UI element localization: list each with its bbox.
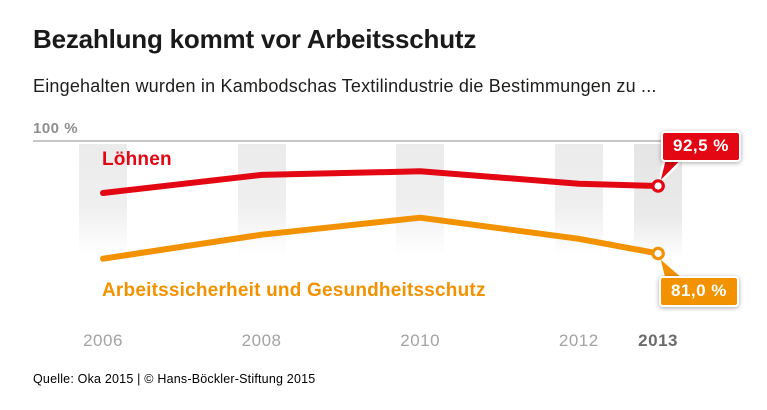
- x-tick-2013: 2013: [638, 331, 678, 350]
- page-title: Bezahlung kommt vor Arbeitsschutz: [33, 24, 477, 54]
- y-axis-max-label: 100 %: [33, 120, 79, 137]
- x-tick-2006: 2006: [83, 331, 123, 350]
- series-label-wages: Löhnen: [102, 149, 172, 170]
- year-band-2010: [396, 144, 445, 256]
- x-tick-2012: 2012: [558, 331, 599, 350]
- axis-line-100-percent: [33, 140, 683, 142]
- callout-safety-value: 81,0 %: [659, 276, 739, 307]
- source-note: Quelle: Oka 2015 | © Hans-Böckler-Stiftu…: [33, 372, 316, 386]
- series-label-safety: Arbeitssicherheit und Gesundheitsschutz: [102, 280, 486, 301]
- year-band-2008: [237, 144, 286, 256]
- x-tick-2008: 2008: [241, 331, 282, 350]
- callout-wages-value: 92,5 %: [661, 131, 741, 162]
- page-subtitle: Eingehalten wurden in Kambodschas Textil…: [33, 76, 657, 96]
- x-tick-2010: 2010: [400, 331, 441, 350]
- year-band-2012: [554, 144, 603, 256]
